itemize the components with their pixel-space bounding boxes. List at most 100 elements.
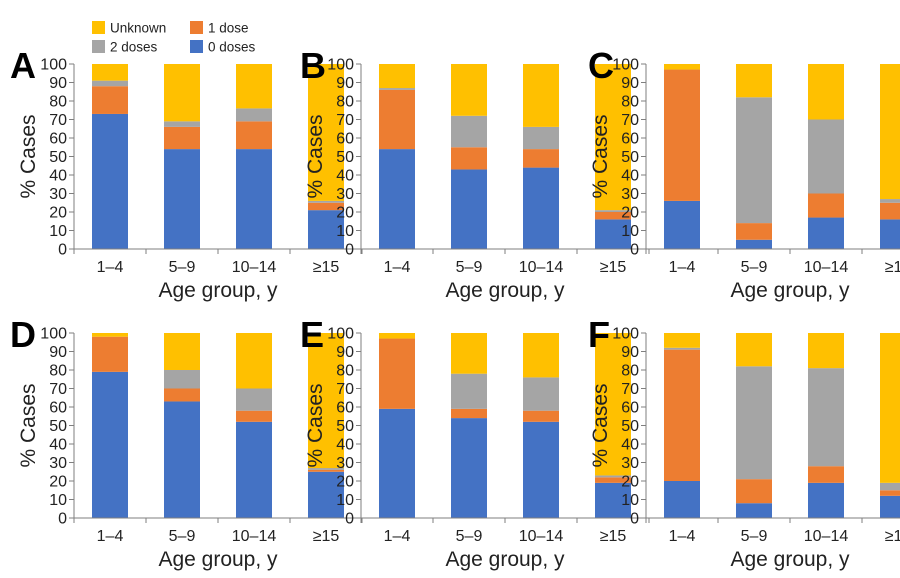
y-axis-title: % Cases — [304, 383, 327, 467]
y-tick-label: 70 — [621, 112, 639, 129]
bar-segment-two — [664, 347, 700, 350]
bar-segment-unknown — [451, 333, 487, 374]
y-tick-label: 40 — [336, 437, 354, 454]
bar-segment-one — [595, 212, 631, 220]
y-tick-label: 100 — [40, 326, 67, 343]
bar-segment-two — [736, 97, 772, 224]
bar-segment-one — [595, 477, 631, 483]
y-axis-title: % Cases — [589, 114, 612, 198]
y-tick-label: 20 — [49, 205, 67, 222]
bar-segment-one — [523, 149, 559, 168]
bar-segment-one — [451, 408, 487, 419]
bar-segment-unknown — [595, 64, 631, 211]
legend-label-two: 2 doses — [110, 40, 158, 55]
bar-segment-two — [808, 119, 844, 194]
bar-segment-one — [164, 388, 200, 402]
x-axis-title: Age group, y — [730, 548, 850, 571]
bar-segment-two — [379, 88, 415, 90]
x-axis-title: Age group, y — [158, 279, 278, 302]
legend-label-one: 1 dose — [208, 21, 249, 36]
legend-item-zero: 0 doses — [190, 40, 256, 55]
bar-segment-zero — [451, 169, 487, 249]
bar-≥15 — [595, 64, 631, 249]
x-tick-label: 5–9 — [456, 259, 483, 276]
bar-segment-zero — [379, 149, 415, 249]
bar-segment-one — [523, 410, 559, 422]
bar-segment-two — [308, 468, 344, 470]
x-tick-label: ≥15 — [600, 528, 627, 545]
x-tick-label: 10–14 — [519, 259, 564, 276]
bar-segment-two — [595, 475, 631, 478]
y-tick-label: 80 — [49, 363, 67, 380]
bar-segment-zero — [595, 482, 631, 518]
bar-segment-one — [92, 86, 128, 114]
legend-swatch-one — [190, 21, 203, 34]
bar-1–4 — [92, 333, 128, 518]
x-tick-label: 10–14 — [232, 528, 277, 545]
bar-segment-one — [308, 202, 344, 211]
bar-segment-unknown — [379, 64, 415, 89]
y-tick-label: 70 — [49, 381, 67, 398]
x-tick-label: 1–4 — [669, 528, 696, 545]
y-tick-label: 100 — [612, 326, 639, 343]
y-tick-label: 50 — [621, 149, 639, 166]
y-tick-label: 60 — [621, 400, 639, 417]
x-axis-title: Age group, y — [445, 279, 565, 302]
bar-segment-zero — [736, 239, 772, 249]
bar-segment-unknown — [664, 64, 700, 70]
bar-segment-one — [379, 89, 415, 150]
bar-segment-zero — [595, 219, 631, 249]
bar-5–9 — [451, 333, 487, 518]
y-tick-label: 90 — [49, 75, 67, 92]
x-tick-label: ≥15 — [313, 528, 340, 545]
bar-segment-two — [736, 366, 772, 480]
y-tick-label: 60 — [336, 131, 354, 148]
x-tick-label: 1–4 — [97, 528, 124, 545]
x-tick-label: 10–14 — [804, 259, 849, 276]
y-tick-label: 90 — [336, 344, 354, 361]
x-axis-title: Age group, y — [445, 548, 565, 571]
bar-segment-unknown — [164, 64, 200, 122]
bar-segment-zero — [451, 418, 487, 518]
y-tick-label: 80 — [336, 94, 354, 111]
bar-segment-two — [308, 200, 344, 203]
y-tick-label: 20 — [621, 474, 639, 491]
y-tick-label: 90 — [621, 344, 639, 361]
bar-1–4 — [379, 64, 415, 249]
y-tick-label: 10 — [621, 223, 639, 240]
y-tick-label: 80 — [336, 363, 354, 380]
bar-segment-two — [164, 370, 200, 389]
y-tick-label: 0 — [58, 242, 67, 259]
bar-segment-one — [379, 338, 415, 409]
bar-segment-two — [451, 115, 487, 148]
y-tick-label: 30 — [49, 455, 67, 472]
bar-segment-unknown — [236, 333, 272, 389]
bar-segment-unknown — [92, 64, 128, 81]
x-tick-label: ≥15 — [885, 259, 900, 276]
panel-letter: A — [10, 45, 36, 86]
bar-segment-zero — [880, 219, 900, 249]
bar-segment-zero — [808, 217, 844, 249]
bar-5–9 — [164, 64, 200, 249]
y-tick-label: 0 — [630, 242, 639, 259]
bar-segment-two — [236, 388, 272, 411]
x-tick-label: 5–9 — [169, 528, 196, 545]
y-tick-label: 60 — [49, 131, 67, 148]
y-tick-label: 80 — [621, 363, 639, 380]
bar-segment-one — [808, 466, 844, 483]
bar-segment-one — [236, 121, 272, 150]
x-tick-label: ≥15 — [313, 259, 340, 276]
bar-segment-one — [736, 479, 772, 504]
y-tick-label: 10 — [49, 492, 67, 509]
bar-5–9 — [736, 333, 772, 518]
y-tick-label: 10 — [336, 223, 354, 240]
y-tick-label: 40 — [49, 168, 67, 185]
y-axis-title: % Cases — [589, 383, 612, 467]
y-tick-label: 80 — [49, 94, 67, 111]
y-tick-label: 90 — [621, 75, 639, 92]
y-tick-label: 70 — [336, 381, 354, 398]
